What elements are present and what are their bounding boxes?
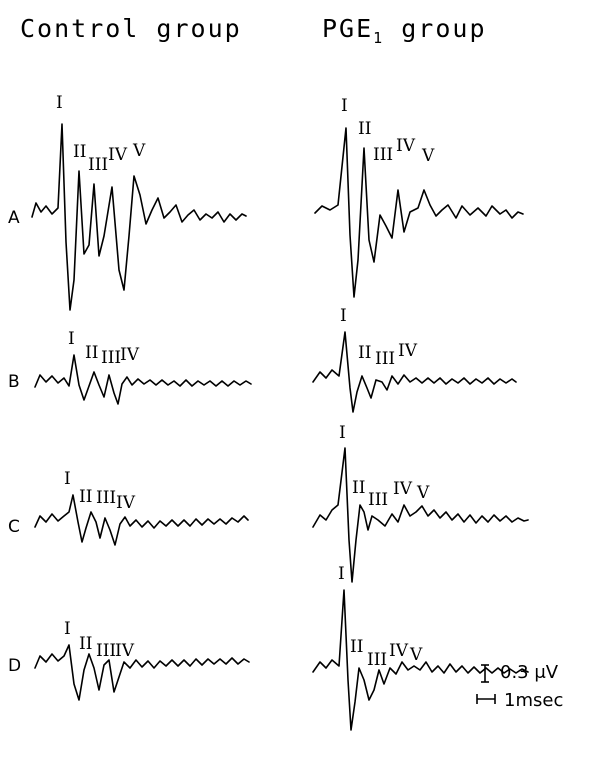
time-scale-label: 1msec [504,690,564,711]
peak-label-control-d-i: I [64,619,71,639]
trace-control-a [31,123,247,311]
peak-label-pge1-d-iii: III [367,650,387,670]
peak-label-pge1-d-ii: II [350,637,363,657]
peak-label-pge1-c-iv: IV [393,479,413,499]
peak-label-control-b-iii: III [101,348,121,368]
peak-label-pge1-c-i: I [339,423,346,443]
peak-label-control-b-iv: IV [120,345,140,365]
peak-label-pge1-b-iv: IV [398,341,418,361]
peak-label-control-a-ii: II [73,142,86,162]
peak-label-pge1-a-ii: II [358,119,371,139]
peak-label-pge1-b-ii: II [358,343,371,363]
peak-label-control-a-i: I [56,93,63,113]
trace-control-d [34,644,250,701]
peak-label-pge1-a-iii: III [373,145,393,165]
trace-pge1-d [312,589,529,731]
column-title-pge1-suffix: group [384,14,487,43]
column-title-control: Control group [20,14,242,43]
peak-label-control-a-iv: IV [108,145,128,165]
voltage-scale-label: 0.3 μV [500,662,559,683]
trace-pge1-b [312,331,517,413]
voltage-scale-bar [481,664,489,683]
peak-label-control-d-iv: IV [115,641,135,661]
peak-label-pge1-a-v: V [421,146,435,166]
peak-label-pge1-b-i: I [340,306,347,326]
peak-label-control-c-iv: IV [116,493,136,513]
row-label-c: C [8,517,20,537]
trace-control-c [34,494,249,546]
row-label-b: B [8,372,20,392]
peak-label-pge1-c-v: V [416,483,430,503]
trace-control-b [34,354,252,405]
peak-label-control-c-iii: III [96,488,116,508]
peak-label-control-b-i: I [68,329,75,349]
column-title-control-text: Control group [20,14,242,43]
peak-label-control-d-ii: II [79,634,92,654]
peak-label-control-a-v: V [132,141,146,161]
peak-label-pge1-c-ii: II [352,478,365,498]
peak-label-pge1-d-iv: IV [389,641,409,661]
column-title-pge1-subscript: 1 [373,29,385,47]
peak-label-control-b-ii: II [85,343,98,363]
column-title-pge1: PGE1 group [322,14,487,47]
peak-label-control-c-ii: II [79,487,92,507]
peak-label-pge1-a-iv: IV [396,136,416,156]
row-label-a: A [8,208,20,228]
peak-label-pge1-d-v: V [409,645,423,665]
peak-label-pge1-b-iii: III [375,349,395,369]
peak-label-control-a-iii: III [88,155,108,175]
trace-pge1-a [314,127,524,298]
peak-label-pge1-a-i: I [341,96,348,116]
peak-label-pge1-c-iii: III [368,490,388,510]
peak-label-control-d-iii: III [96,641,116,661]
time-scale-bar [476,694,496,704]
row-label-d: D [8,656,22,676]
peak-label-pge1-d-i: I [338,564,345,584]
peak-label-control-c-i: I [64,469,71,489]
trace-pge1-c [312,447,529,583]
column-title-pge1-text: PGE [322,14,374,43]
